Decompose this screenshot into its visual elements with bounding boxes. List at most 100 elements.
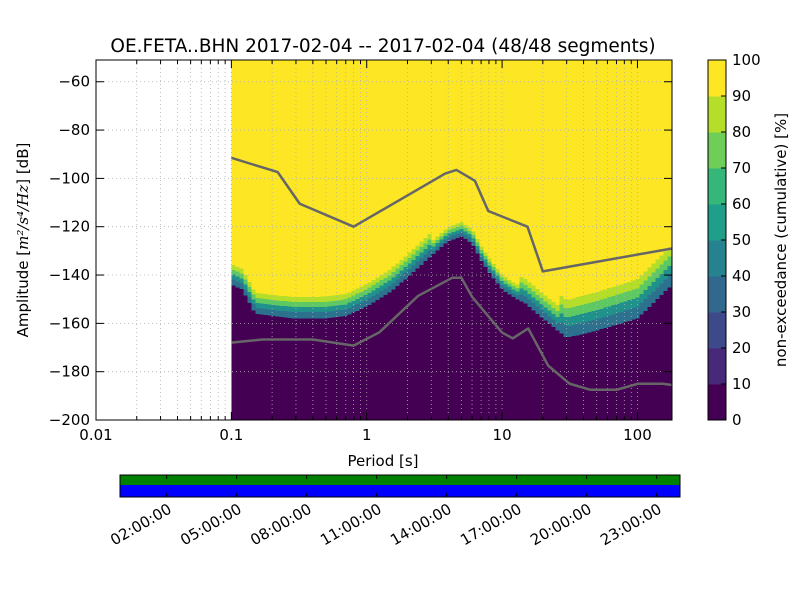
heatmap-cell — [327, 318, 332, 420]
heatmap — [231, 60, 672, 420]
colorbar-tick-label: 50 — [732, 231, 751, 249]
chart-title: OE.FETA..BHN 2017-02-04 -- 2017-02-04 (4… — [110, 36, 655, 57]
heatmap-cell — [543, 320, 548, 420]
timeline-tick-label: 11:00:00 — [317, 500, 384, 549]
heatmap-cell — [575, 335, 580, 420]
noise-model-line — [230, 156, 673, 273]
heatmap-cell — [375, 299, 380, 420]
heatmap-cell — [271, 316, 276, 420]
colorbar-tick-label: 20 — [732, 339, 751, 357]
heatmap-cell — [431, 253, 436, 420]
timeline-tick-label: 08:00:00 — [247, 500, 314, 549]
heatmap-cell — [663, 291, 668, 420]
heatmap-cell — [619, 323, 624, 420]
heatmap-cell — [495, 283, 500, 420]
timeline-tick-label: 14:00:00 — [387, 500, 454, 549]
y-tick-label: −160 — [49, 314, 90, 332]
heatmap-cell — [391, 289, 396, 420]
heatmap-cell — [631, 319, 636, 420]
colorbar-segment — [708, 330, 726, 349]
heatmap-cell — [407, 275, 412, 420]
heatmap-cell — [531, 310, 536, 420]
heatmap-cell — [587, 332, 592, 420]
x-tick-label: 100 — [623, 426, 652, 444]
heatmap-cell — [411, 272, 416, 420]
heatmap-cell — [347, 314, 352, 420]
heatmap-cell — [235, 287, 240, 420]
colorbar-tick-label: 30 — [732, 303, 751, 321]
heatmap-cell — [363, 307, 368, 420]
heatmap-cell — [379, 297, 384, 420]
colorbar-segment — [708, 78, 726, 97]
coverage-timeline: 02:00:00 05:00:00 08:00:00 11:00:00 14:00:00… — [107, 474, 681, 549]
heatmap-cell — [243, 295, 248, 420]
colorbar-segment — [708, 204, 726, 223]
heatmap-cell — [659, 295, 664, 420]
heatmap-cell — [547, 323, 552, 420]
heatmap-cell — [255, 314, 260, 420]
heatmap-cell — [567, 337, 572, 420]
heatmap-cell — [443, 243, 448, 420]
heatmap-cell — [539, 317, 544, 420]
heatmap-cell — [455, 237, 460, 420]
timeline-tick-label: 23:00:00 — [597, 500, 664, 549]
heatmap-cell — [415, 268, 420, 420]
heatmap-cell — [263, 315, 268, 420]
heatmap-cell — [611, 325, 616, 420]
heatmap-cell — [583, 333, 588, 420]
heatmap-cell — [423, 261, 428, 420]
heatmap-cell — [627, 320, 632, 420]
heatmap-cell — [463, 239, 468, 420]
heatmap-cell — [483, 267, 488, 420]
heatmap-cell — [387, 292, 392, 420]
y-axis-label-math: m²/s⁴/Hz — [14, 185, 32, 250]
heatmap-cell — [467, 241, 472, 420]
colorbar-tick-label: 100 — [732, 51, 761, 69]
heatmap-cell — [267, 315, 272, 420]
x-tick-label: 0.01 — [79, 426, 112, 444]
colorbar-tick-label: 10 — [732, 375, 751, 393]
x-axis-label: Period [s] — [347, 452, 418, 470]
y-tick-label: −200 — [49, 411, 90, 429]
colorbar-tick-label: 70 — [732, 159, 751, 177]
colorbar-tick-label: 90 — [732, 87, 751, 105]
heatmap-cell — [371, 302, 376, 420]
colorbar-tick-label: 80 — [732, 123, 751, 141]
noise-model-line — [231, 276, 673, 392]
heatmap-cell — [599, 329, 604, 420]
heatmap-cell — [299, 318, 304, 420]
heatmap-cell — [419, 264, 424, 420]
heatmap-cell — [551, 327, 556, 420]
colorbar-segment — [708, 258, 726, 277]
heatmap-cell — [359, 308, 364, 420]
heatmap-cell — [275, 316, 280, 420]
colorbar-segment — [708, 366, 726, 385]
heatmap-cell — [239, 289, 244, 420]
heatmap-cell — [367, 304, 372, 420]
heatmap-cell — [343, 316, 348, 420]
heatmap-cell — [519, 301, 524, 420]
heatmap-cell — [231, 285, 236, 420]
heatmap-cell — [399, 282, 404, 420]
timeline-tick-label: 20:00:00 — [527, 500, 594, 549]
heatmap-cell — [295, 318, 300, 420]
heatmap-cell — [555, 330, 560, 420]
heatmap-cell — [339, 316, 344, 420]
heatmap-cell — [623, 322, 628, 420]
colorbar-label: non-exceedance (cumulative) [%] — [772, 113, 790, 367]
heatmap-cell — [451, 239, 456, 420]
y-axis-label-suffix: ] [dB] — [14, 143, 32, 185]
colorbar-segment — [708, 150, 726, 169]
heatmap-cell — [311, 318, 316, 420]
heatmap-cell — [307, 318, 312, 420]
axes-frame — [95, 59, 673, 421]
heatmap-cell — [427, 257, 432, 420]
heatmap-cell — [291, 318, 296, 420]
colorbar: 0 10 20 30 40 50 60 70 80 90 100 — [707, 51, 761, 429]
colorbar-segment — [708, 402, 726, 421]
heatmap-cell — [383, 295, 388, 420]
colorbar-segment — [708, 114, 726, 133]
heatmap-cell — [523, 303, 528, 420]
timeline-tick-label: 05:00:00 — [177, 500, 244, 549]
